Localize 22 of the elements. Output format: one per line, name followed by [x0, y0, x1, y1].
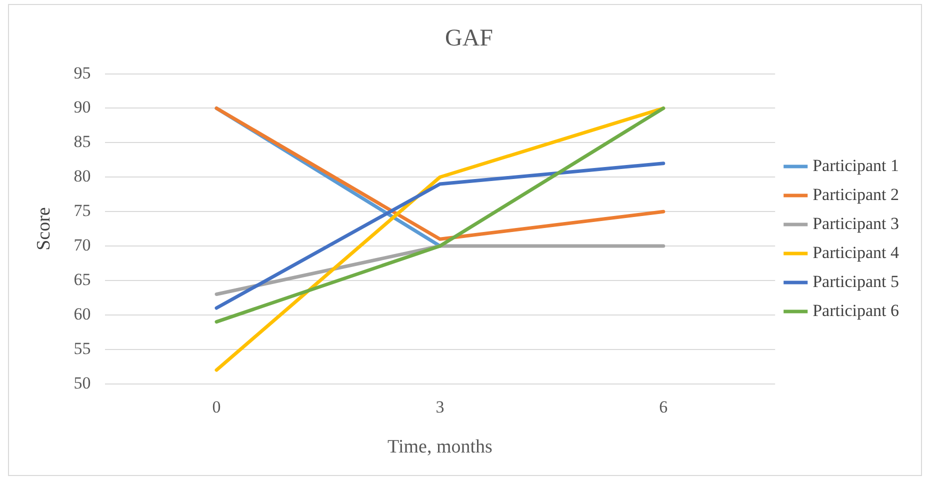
y-tick-label: 50	[74, 373, 91, 392]
legend-label: Participant 5	[812, 272, 900, 291]
y-tick-label: 55	[74, 338, 91, 358]
y-tick-label: 95	[74, 63, 91, 82]
legend-label: Participant 6	[812, 300, 900, 320]
chart-title: GAF	[444, 26, 494, 52]
x-tick-label: 3	[436, 397, 444, 416]
y-tick-label: 80	[74, 166, 91, 186]
legend-label: Participant 1	[812, 156, 900, 175]
legend-label: Participant 4	[812, 242, 900, 262]
x-tick-label: 6	[659, 397, 668, 416]
x-tick-label: 0	[212, 397, 221, 416]
y-tick-label: 70	[74, 235, 91, 254]
y-tick-label: 65	[74, 270, 91, 289]
y-axis-title: Score	[33, 207, 54, 250]
y-tick-label: 75	[74, 201, 91, 220]
y-tick-label: 60	[74, 304, 91, 324]
y-tick-label: 85	[74, 132, 91, 152]
legend-label: Participant 3	[812, 214, 900, 233]
y-tick-label: 90	[74, 98, 91, 117]
legend-label: Participant 2	[812, 184, 900, 204]
x-axis-title: Time, months	[388, 436, 492, 458]
